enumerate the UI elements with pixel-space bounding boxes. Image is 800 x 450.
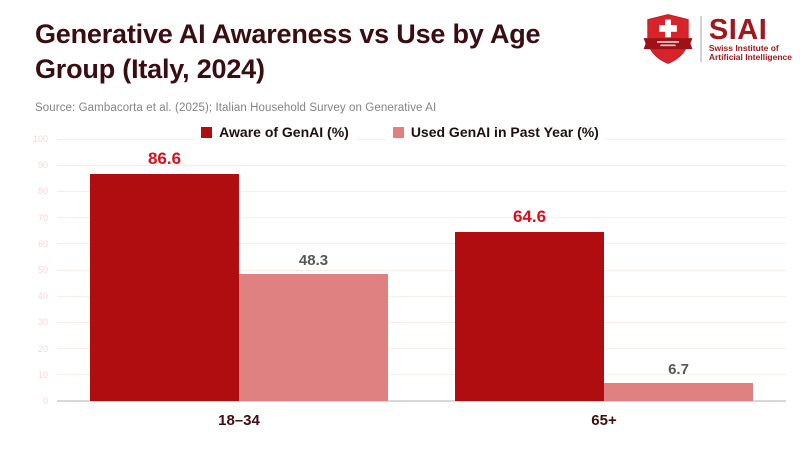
gridline-40	[57, 295, 786, 297]
page-title: Generative AI Awareness vs Use by Age Gr…	[35, 19, 541, 84]
siai-shield-icon	[643, 14, 693, 64]
y-axis-tick-label-40: 40	[37, 291, 48, 302]
legend-swatch-icon	[201, 126, 213, 138]
plot-area: 0 10 20 30 40 50 60 70 80 90 100 86.6 48.3 18–34 64.6 6…	[33, 134, 786, 429]
gridline-50	[57, 269, 786, 271]
bar-aware-group2	[455, 231, 604, 401]
source-note: Source: Gambacorta et al. (2025); Italia…	[35, 102, 437, 114]
y-axis-tick-label-70: 70	[37, 212, 48, 223]
legend-item-aware: Aware of GenAI (%)	[194, 122, 356, 142]
x-axis-category-label-2: 65+	[591, 412, 617, 429]
value-label-used-group1: 48.3	[298, 252, 329, 270]
value-label-aware-group2: 64.6	[512, 206, 547, 226]
gridline-80	[57, 190, 786, 192]
logo-tagline-line1: Swiss Institute of	[708, 42, 779, 53]
y-axis-tick-label-90: 90	[37, 160, 48, 171]
legend-item-used: Used GenAI in Past Year (%)	[385, 122, 606, 142]
legend-label: Aware of GenAI (%)	[219, 124, 349, 140]
y-axis-tick-label-30: 30	[37, 317, 48, 328]
x-axis-category-label-1: 18–34	[218, 412, 260, 429]
gridline-30	[57, 321, 786, 323]
y-axis-tick-label-10: 10	[37, 369, 48, 380]
logo-wordmark: SIAI	[708, 13, 768, 46]
bar-used-group2	[604, 383, 753, 401]
bar-aware-group1	[90, 174, 239, 401]
siai-logo: SIAI Swiss Institute of Artificial Intel…	[641, 12, 792, 66]
y-axis-tick-label-0: 0	[42, 396, 48, 406]
gridline-10	[57, 374, 786, 376]
gridline-70	[57, 217, 786, 219]
legend-swatch-icon	[392, 126, 404, 138]
y-axis-tick-label-60: 60	[37, 238, 48, 249]
legend-label: Used GenAI in Past Year (%)	[410, 124, 599, 140]
chart-legend: Aware of GenAI (%) Used GenAI in Past Yea…	[0, 122, 800, 142]
gridline-60	[57, 243, 786, 245]
logo-divider	[699, 16, 702, 62]
gridline-90	[57, 164, 786, 166]
logo-tagline-line2: Artificial Intelligence	[708, 52, 792, 62]
gridline-0	[57, 400, 786, 402]
y-axis-tick-label-80: 80	[37, 186, 48, 197]
y-axis-tick-label-20: 20	[37, 343, 48, 354]
logo-text: SIAI Swiss Institute of Artificial Intel…	[708, 13, 792, 63]
value-label-used-group2: 6.7	[668, 361, 689, 379]
bar-used-group1	[239, 274, 388, 401]
value-label-aware-group1: 86.6	[147, 149, 182, 169]
y-axis-tick-label-100: 100	[32, 134, 48, 144]
y-axis-tick-label-50: 50	[37, 265, 48, 275]
gridline-20	[57, 348, 786, 350]
